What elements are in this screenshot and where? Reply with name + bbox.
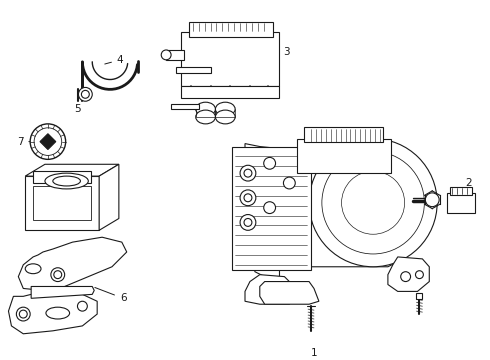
Bar	[189, 22, 272, 37]
Ellipse shape	[216, 110, 235, 124]
Circle shape	[244, 219, 252, 226]
Bar	[447, 193, 475, 212]
Circle shape	[51, 268, 65, 282]
Ellipse shape	[196, 110, 216, 124]
Ellipse shape	[45, 173, 88, 189]
Ellipse shape	[196, 102, 216, 116]
Bar	[450, 187, 472, 195]
Circle shape	[77, 301, 87, 311]
Polygon shape	[388, 257, 429, 291]
Circle shape	[16, 307, 30, 321]
Circle shape	[161, 50, 171, 60]
Bar	[181, 32, 279, 86]
Bar	[25, 176, 99, 230]
Bar	[304, 127, 383, 141]
Ellipse shape	[53, 176, 80, 186]
Circle shape	[264, 157, 275, 169]
Circle shape	[240, 190, 256, 206]
Bar	[171, 104, 198, 109]
Bar	[33, 171, 91, 183]
Bar	[416, 293, 422, 299]
Text: 4: 4	[105, 55, 123, 65]
Bar	[166, 50, 184, 60]
Circle shape	[54, 271, 62, 279]
Circle shape	[425, 193, 439, 207]
Polygon shape	[245, 144, 413, 276]
Circle shape	[240, 165, 256, 181]
Circle shape	[81, 90, 89, 98]
Circle shape	[309, 139, 437, 267]
Polygon shape	[18, 237, 127, 291]
Ellipse shape	[46, 307, 70, 319]
Circle shape	[34, 128, 62, 156]
Text: 3: 3	[274, 47, 290, 57]
Polygon shape	[31, 287, 94, 298]
Bar	[181, 86, 279, 98]
Polygon shape	[8, 291, 97, 334]
Bar	[232, 147, 311, 270]
Bar	[176, 67, 211, 73]
Polygon shape	[99, 164, 119, 230]
Circle shape	[78, 87, 92, 101]
Bar	[297, 139, 391, 173]
Text: 6: 6	[95, 288, 126, 303]
Circle shape	[283, 177, 295, 189]
Circle shape	[30, 124, 66, 159]
Text: 5: 5	[74, 104, 81, 114]
Circle shape	[264, 202, 275, 213]
Text: 7: 7	[17, 136, 38, 147]
Circle shape	[342, 171, 405, 234]
Polygon shape	[245, 275, 294, 304]
Polygon shape	[260, 282, 319, 304]
Circle shape	[244, 194, 252, 202]
Circle shape	[19, 310, 27, 318]
Polygon shape	[40, 134, 56, 149]
Circle shape	[244, 169, 252, 177]
Circle shape	[401, 272, 411, 282]
Bar	[33, 186, 91, 220]
Ellipse shape	[25, 264, 41, 274]
Text: 2: 2	[454, 178, 471, 194]
Circle shape	[240, 215, 256, 230]
Bar	[7, 117, 146, 243]
Polygon shape	[25, 164, 119, 176]
Ellipse shape	[216, 102, 235, 116]
Circle shape	[416, 271, 423, 279]
Text: 1: 1	[311, 348, 318, 357]
Bar	[155, 5, 481, 350]
Circle shape	[322, 152, 424, 254]
